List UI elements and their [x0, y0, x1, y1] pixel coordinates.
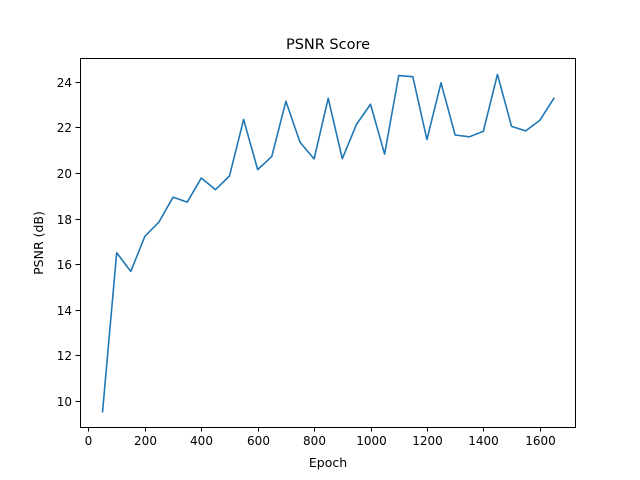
- y-axis: 10 12 14 16 18 20 22 24: [57, 76, 80, 409]
- x-tick-label: 1600: [525, 434, 556, 448]
- y-tick-label: 12: [57, 349, 72, 363]
- chart-title: PSNR Score: [286, 37, 370, 53]
- y-tick-label: 18: [57, 213, 72, 227]
- x-tick-label: 200: [134, 434, 157, 448]
- y-tick-label: 22: [57, 121, 72, 135]
- y-tick-label: 20: [57, 167, 72, 181]
- y-tick-label: 10: [57, 395, 72, 409]
- x-tick-label: 0: [85, 434, 93, 448]
- x-axis-label: Epoch: [309, 455, 347, 470]
- x-tick-label: 1400: [468, 434, 499, 448]
- plot-frame: [80, 58, 576, 428]
- x-tick-label: 600: [247, 434, 270, 448]
- y-tick-label: 14: [57, 304, 72, 318]
- x-tick-label: 400: [190, 434, 213, 448]
- x-tick-label: 1000: [356, 434, 387, 448]
- series-line-0: [101, 73, 555, 413]
- x-tick-label: 800: [303, 434, 326, 448]
- y-tick-label: 16: [57, 258, 72, 272]
- x-tick-label: 1200: [412, 434, 443, 448]
- y-tick-label: 24: [57, 76, 72, 90]
- plot-area: [101, 73, 555, 413]
- x-axis: 0 200 400 600 800 1000 1200 1400 1600: [85, 427, 556, 448]
- y-axis-label: PSNR (dB): [31, 211, 46, 275]
